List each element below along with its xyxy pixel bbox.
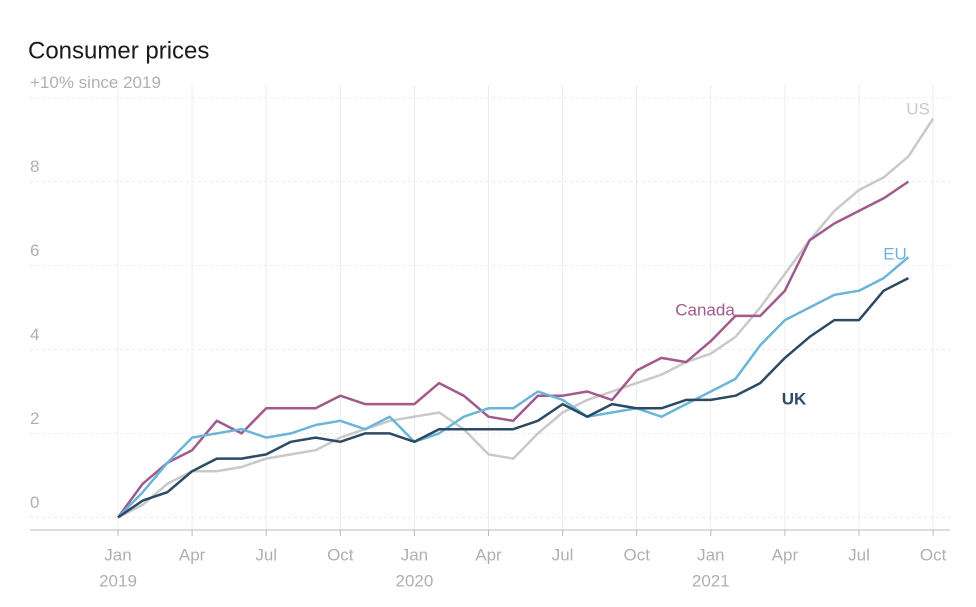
x-tick-label: Jan	[104, 545, 131, 564]
y-tick-label: 0	[30, 493, 39, 512]
series-label: Canada	[675, 300, 735, 319]
x-tick-label: Oct	[920, 545, 947, 564]
series-line	[117, 117, 935, 519]
y-tick-label: 2	[30, 409, 39, 428]
y-tick-label: +10% since 2019	[30, 73, 161, 92]
x-tick-label: Jul	[255, 545, 277, 564]
chart-title: Consumer prices	[28, 37, 209, 64]
x-tick-label: Jan	[697, 545, 724, 564]
x-tick-label: Oct	[623, 545, 650, 564]
x-tick-label: Jul	[552, 545, 574, 564]
series-line	[117, 256, 910, 519]
x-year-label: 2019	[99, 571, 137, 590]
x-tick-label: Apr	[772, 545, 799, 564]
x-tick-label: Apr	[475, 545, 502, 564]
series-label: UK	[782, 389, 807, 408]
y-tick-label: 4	[30, 325, 39, 344]
x-tick-label: Oct	[327, 545, 354, 564]
x-year-label: 2021	[692, 571, 730, 590]
series-line	[116, 180, 910, 519]
series-line	[117, 276, 909, 519]
x-tick-label: Jul	[848, 545, 870, 564]
series-label: EU	[883, 244, 907, 263]
series-label: US	[906, 99, 930, 118]
y-tick-label: 8	[30, 157, 39, 176]
y-tick-label: 6	[30, 241, 39, 260]
x-tick-label: Apr	[179, 545, 206, 564]
x-tick-label: Jan	[401, 545, 428, 564]
x-year-label: 2020	[395, 571, 433, 590]
